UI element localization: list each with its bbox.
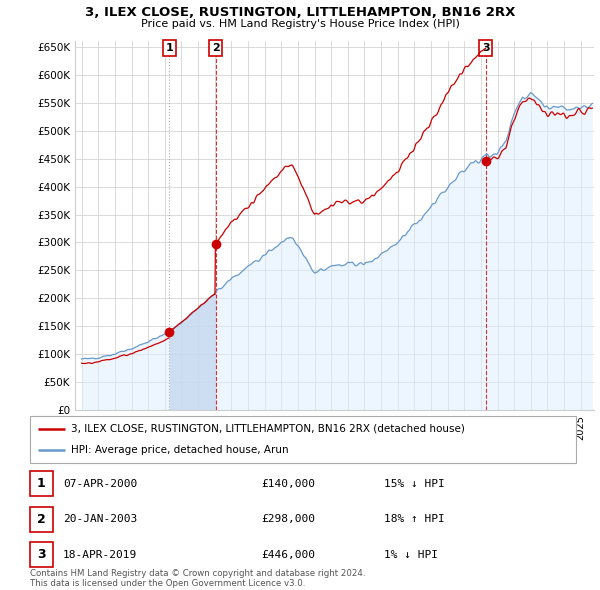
Text: HPI: Average price, detached house, Arun: HPI: Average price, detached house, Arun: [71, 445, 289, 455]
Text: 1: 1: [37, 477, 46, 490]
Text: £140,000: £140,000: [261, 479, 315, 489]
Text: This data is licensed under the Open Government Licence v3.0.: This data is licensed under the Open Gov…: [30, 579, 305, 588]
Text: 3, ILEX CLOSE, RUSTINGTON, LITTLEHAMPTON, BN16 2RX (detached house): 3, ILEX CLOSE, RUSTINGTON, LITTLEHAMPTON…: [71, 424, 465, 434]
Text: 15% ↓ HPI: 15% ↓ HPI: [384, 479, 445, 489]
Text: £446,000: £446,000: [261, 550, 315, 559]
FancyBboxPatch shape: [30, 416, 576, 463]
Text: 18-APR-2019: 18-APR-2019: [63, 550, 137, 559]
Text: 3: 3: [482, 43, 490, 53]
Text: Contains HM Land Registry data © Crown copyright and database right 2024.: Contains HM Land Registry data © Crown c…: [30, 569, 365, 578]
Text: 1: 1: [166, 43, 173, 53]
Text: 3: 3: [37, 548, 46, 561]
Text: 07-APR-2000: 07-APR-2000: [63, 479, 137, 489]
Text: 2: 2: [212, 43, 220, 53]
Text: 18% ↑ HPI: 18% ↑ HPI: [384, 514, 445, 524]
Text: Price paid vs. HM Land Registry's House Price Index (HPI): Price paid vs. HM Land Registry's House …: [140, 19, 460, 29]
Text: 20-JAN-2003: 20-JAN-2003: [63, 514, 137, 524]
Text: 3, ILEX CLOSE, RUSTINGTON, LITTLEHAMPTON, BN16 2RX: 3, ILEX CLOSE, RUSTINGTON, LITTLEHAMPTON…: [85, 6, 515, 19]
Text: £298,000: £298,000: [261, 514, 315, 524]
Text: 2: 2: [37, 513, 46, 526]
Text: 1% ↓ HPI: 1% ↓ HPI: [384, 550, 438, 559]
